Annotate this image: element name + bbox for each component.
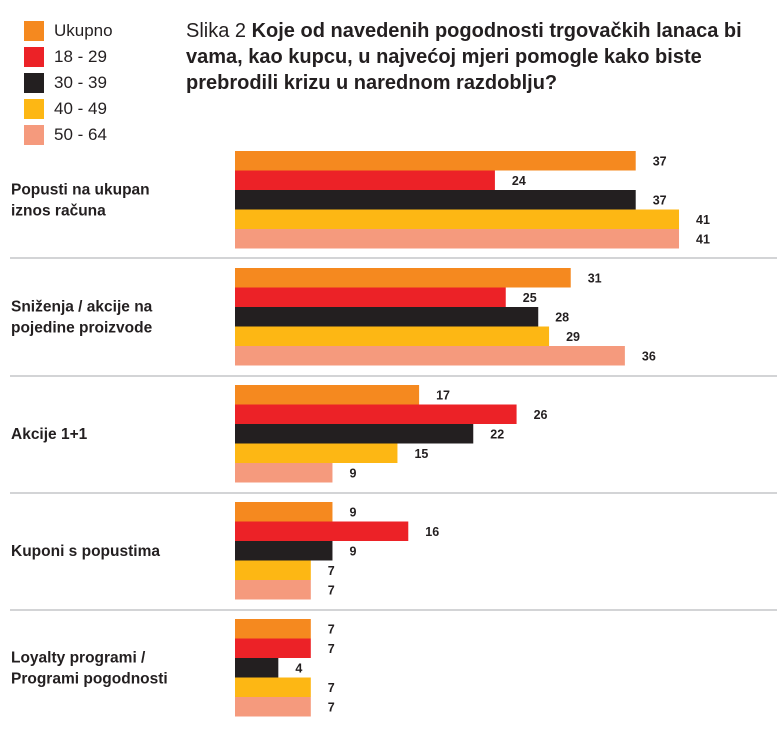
value-label: 41 bbox=[696, 213, 710, 227]
legend-item-18-29: 18 - 29 bbox=[24, 44, 113, 70]
bar bbox=[235, 658, 279, 678]
value-label: 7 bbox=[328, 622, 335, 636]
bar bbox=[235, 619, 311, 639]
legend-label-40-49: 40 - 49 bbox=[54, 99, 107, 118]
bar bbox=[235, 385, 420, 405]
bar bbox=[235, 151, 636, 171]
legend-swatch-50-64 bbox=[24, 125, 44, 145]
category-label: Sniženja / akcije na bbox=[11, 298, 153, 315]
bar bbox=[235, 287, 506, 307]
value-label: 7 bbox=[328, 700, 335, 714]
legend-item-ukupno: Ukupno bbox=[24, 18, 113, 44]
legend-label-18-29: 18 - 29 bbox=[54, 47, 107, 66]
bar bbox=[235, 697, 311, 717]
legend-label-ukupno: Ukupno bbox=[54, 21, 113, 40]
bar bbox=[235, 580, 311, 600]
value-label: 24 bbox=[512, 174, 526, 188]
legend-item-30-39: 30 - 39 bbox=[24, 70, 113, 96]
bar bbox=[235, 638, 311, 658]
value-label: 9 bbox=[349, 505, 356, 519]
value-label: 26 bbox=[534, 408, 548, 422]
legend-label-50-64: 50 - 64 bbox=[54, 125, 107, 144]
chart-title-text: Koje od navedenih pogodnosti trgovačkih … bbox=[186, 20, 742, 94]
value-label: 37 bbox=[653, 154, 667, 168]
bar bbox=[235, 170, 495, 190]
bar bbox=[235, 463, 333, 483]
value-label: 36 bbox=[642, 349, 656, 363]
value-label: 9 bbox=[349, 466, 356, 480]
bar bbox=[235, 424, 474, 444]
bar bbox=[235, 560, 311, 580]
legend-swatch-ukupno bbox=[24, 21, 44, 41]
value-label: 16 bbox=[425, 525, 439, 539]
legend-swatch-40-49 bbox=[24, 99, 44, 119]
bar bbox=[235, 677, 311, 697]
bar bbox=[235, 521, 409, 541]
category-label: Akcije 1+1 bbox=[11, 426, 88, 443]
value-label: 22 bbox=[490, 427, 504, 441]
value-label: 15 bbox=[414, 447, 428, 461]
category-label: Kuponi s popustima bbox=[11, 543, 160, 560]
bar bbox=[235, 190, 636, 210]
value-label: 17 bbox=[436, 388, 450, 402]
value-label: 28 bbox=[555, 310, 569, 324]
bar bbox=[235, 346, 625, 366]
value-label: 31 bbox=[588, 271, 602, 285]
bar bbox=[235, 443, 398, 463]
value-label: 29 bbox=[566, 330, 580, 344]
bar bbox=[235, 268, 571, 288]
value-label: 7 bbox=[328, 642, 335, 656]
category-label: pojedine proizvode bbox=[11, 319, 153, 336]
bar bbox=[235, 307, 539, 327]
legend-item-40-49: 40 - 49 bbox=[24, 96, 113, 122]
legend-label-30-39: 30 - 39 bbox=[54, 73, 107, 92]
bar bbox=[235, 404, 517, 424]
bar bbox=[235, 229, 680, 249]
legend: Ukupno 18 - 29 30 - 39 40 - 49 50 - 64 bbox=[24, 18, 113, 148]
value-label: 37 bbox=[653, 193, 667, 207]
legend-swatch-18-29 bbox=[24, 47, 44, 67]
legend-swatch-30-39 bbox=[24, 73, 44, 93]
value-label: 4 bbox=[295, 661, 302, 675]
value-label: 25 bbox=[523, 291, 537, 305]
legend-item-50-64: 50 - 64 bbox=[24, 122, 113, 148]
chart-title: Slika 2 Koje od navedenih pogodnosti trg… bbox=[186, 18, 746, 96]
bar bbox=[235, 502, 333, 522]
value-label: 9 bbox=[349, 544, 356, 558]
value-label: 7 bbox=[328, 564, 335, 578]
chart-title-prefix: Slika 2 bbox=[186, 20, 247, 42]
bar bbox=[235, 541, 333, 561]
value-label: 7 bbox=[328, 583, 335, 597]
category-label: iznos računa bbox=[11, 202, 106, 219]
category-label: Programi pogodnosti bbox=[11, 670, 168, 687]
category-label: Popusti na ukupan bbox=[11, 181, 150, 198]
bar bbox=[235, 326, 550, 346]
value-label: 7 bbox=[328, 681, 335, 695]
bar bbox=[235, 209, 680, 229]
category-label: Loyalty programi / bbox=[11, 649, 146, 666]
value-label: 41 bbox=[696, 232, 710, 246]
